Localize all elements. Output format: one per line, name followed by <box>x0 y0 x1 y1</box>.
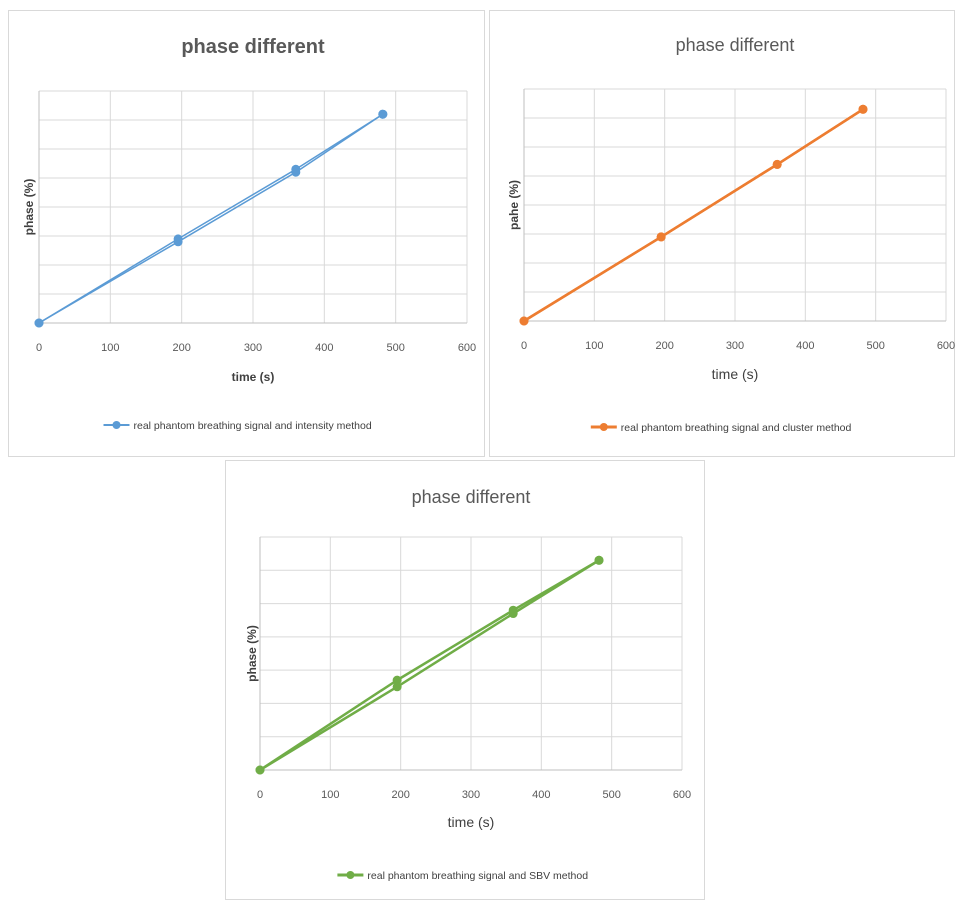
x-tick-label: 400 <box>315 342 333 354</box>
x-tick-label: 400 <box>796 340 814 352</box>
series-line <box>259 559 600 772</box>
legend-marker <box>112 421 121 429</box>
data-point <box>378 109 388 119</box>
x-tick-label: 300 <box>726 340 744 352</box>
x-tick-label: 500 <box>866 340 884 352</box>
chart-title: phase different <box>412 487 531 507</box>
series-line <box>523 108 864 323</box>
x-tick-label: 200 <box>391 789 409 801</box>
chart-cluster: 0 100 200 300 400 500 600 phase different time (… <box>507 35 955 434</box>
x-tick-label: 100 <box>585 340 603 352</box>
x-axis-label: time (s) <box>232 370 275 384</box>
x-tick-label: 500 <box>602 789 620 801</box>
chart-panel-cluster: 0 100 200 300 400 500 600 phase different time (… <box>489 10 955 457</box>
data-point <box>392 682 402 692</box>
chart-panel-sbv: 0 100 200 300 400 500 600 phase different time (… <box>225 460 705 900</box>
x-axis-label: time (s) <box>712 366 759 382</box>
y-axis-label: phase (%) <box>22 179 36 236</box>
data-point <box>173 237 183 247</box>
series-line <box>38 113 384 324</box>
legend-marker <box>599 423 608 431</box>
series-line <box>259 559 600 772</box>
chart-title: phase different <box>181 36 325 58</box>
x-tick-label: 300 <box>244 342 262 354</box>
data-point <box>594 555 604 565</box>
x-tick-label: 400 <box>532 789 550 801</box>
data-point <box>34 318 44 328</box>
x-tick-label: 200 <box>655 340 673 352</box>
x-tick-label: 0 <box>257 789 263 801</box>
legend-label: real phantom breathing signal and SBV me… <box>367 870 588 882</box>
data-point <box>508 609 518 619</box>
chart-title: phase different <box>676 35 795 55</box>
chart-sbv: 0 100 200 300 400 500 600 phase different time (… <box>245 487 691 882</box>
x-tick-label: 600 <box>937 340 955 352</box>
x-tick-label: 0 <box>521 340 527 352</box>
data-point <box>858 104 868 114</box>
y-axis-label: phase (%) <box>245 625 259 682</box>
data-point <box>255 765 265 775</box>
x-tick-label: 100 <box>321 789 339 801</box>
x-tick-label: 600 <box>673 789 691 801</box>
x-axis-label: time (s) <box>448 814 495 830</box>
chart-panel-intensity: 0 100 200 300 400 500 600 phase different time (… <box>8 10 485 457</box>
data-point <box>772 159 782 169</box>
data-point <box>291 167 301 177</box>
x-tick-label: 200 <box>172 342 190 354</box>
x-tick-label: 0 <box>36 342 42 354</box>
legend-marker <box>346 871 355 879</box>
legend-label: real phantom breathing signal and cluste… <box>621 422 852 434</box>
data-point <box>656 232 666 242</box>
x-tick-label: 500 <box>386 342 404 354</box>
x-tick-label: 100 <box>101 342 119 354</box>
data-point <box>392 675 402 685</box>
x-tick-label: 600 <box>458 342 476 354</box>
x-tick-label: 300 <box>462 789 480 801</box>
y-axis-label: pahe (%) <box>507 180 521 230</box>
legend-label: real phantom breathing signal and intens… <box>134 420 372 432</box>
series-line <box>38 113 384 324</box>
data-point <box>519 316 529 326</box>
chart-intensity: 0 100 200 300 400 500 600 phase different time (… <box>22 36 476 432</box>
